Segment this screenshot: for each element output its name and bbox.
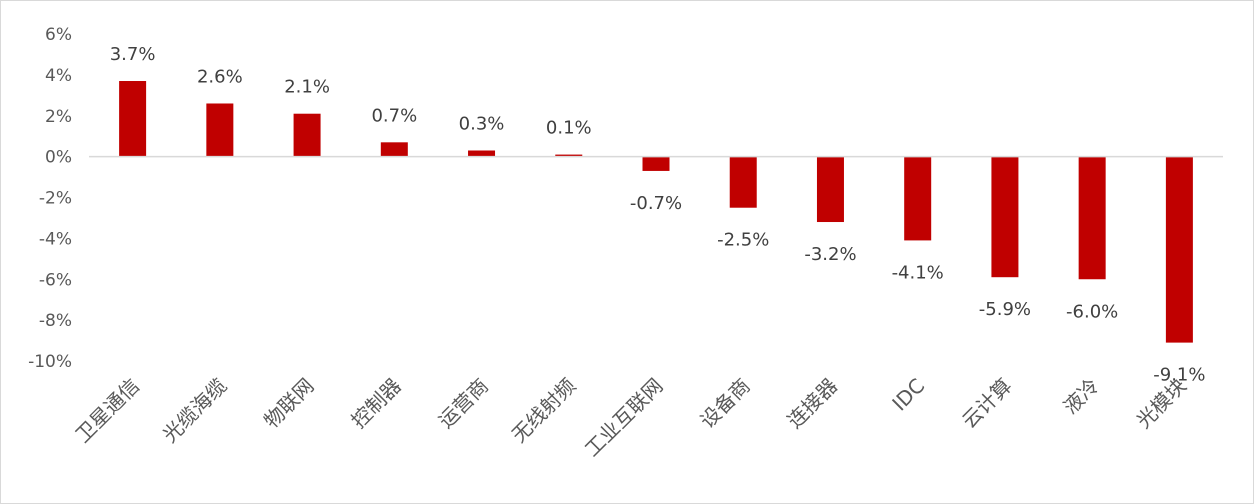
x-tick-label: 运营商 — [434, 374, 493, 433]
x-tick-label: 液冷 — [1058, 374, 1103, 419]
data-label: -6.0% — [1066, 301, 1118, 322]
y-tick-label: 0% — [45, 148, 72, 168]
y-tick-label: 6% — [45, 25, 72, 45]
data-label: 2.6% — [197, 66, 243, 87]
bar-4 — [380, 142, 408, 157]
y-tick-label: -4% — [39, 229, 72, 249]
y-tick-label: -8% — [39, 311, 72, 331]
bar-12 — [1078, 156, 1106, 280]
data-label: -0.7% — [630, 193, 682, 214]
x-axis-tick-labels: 卫星通信 光缆海缆 物联网 控制器 运营商 无线射频 工业互联网 设备商 连接器 IDC 云计算 液冷… — [71, 374, 1191, 462]
y-tick-label: -6% — [39, 270, 72, 290]
bar-10 — [904, 156, 932, 241]
data-label: 3.7% — [110, 44, 156, 65]
data-label: -9.1% — [1153, 365, 1205, 386]
x-tick-label: 无线射频 — [507, 374, 581, 448]
y-axis-tick-labels: 6% 4% 2% 0% -2% -4% -6% -8% -10% — [28, 25, 72, 372]
bar-13 — [1165, 156, 1193, 343]
x-tick-label: 设备商 — [695, 374, 754, 433]
bars — [119, 81, 1193, 343]
data-label: -5.9% — [979, 299, 1031, 320]
x-tick-label: 控制器 — [346, 374, 405, 433]
data-label: 2.1% — [284, 77, 330, 98]
x-tick-label: 光缆海缆 — [158, 374, 232, 448]
x-tick-label: 物联网 — [259, 374, 318, 433]
bar-11 — [991, 156, 1019, 278]
x-tick-label: 连接器 — [783, 374, 842, 433]
data-label: -2.5% — [717, 230, 769, 251]
y-tick-label: -2% — [39, 189, 72, 209]
y-tick-label: 4% — [45, 66, 72, 86]
bar-8 — [729, 156, 757, 208]
bar-3 — [293, 113, 321, 157]
bar-9 — [816, 156, 844, 223]
data-label: 0.7% — [371, 105, 417, 126]
x-tick-label: IDC — [887, 374, 929, 416]
data-label: -3.2% — [804, 244, 856, 265]
data-label: 0.3% — [459, 113, 505, 134]
bar-1 — [119, 81, 147, 157]
x-tick-label: 工业互联网 — [580, 374, 668, 462]
x-tick-label: 卫星通信 — [71, 374, 145, 448]
bar-7 — [642, 156, 670, 171]
bar-5 — [468, 150, 496, 157]
data-label: -4.1% — [892, 262, 944, 283]
y-tick-label: 2% — [45, 107, 72, 127]
data-labels: 3.7% 2.6% 2.1% 0.7% 0.3% 0.1% -0.7% -2.5% -3.2% -… — [110, 44, 1206, 386]
y-tick-label: -10% — [28, 352, 72, 372]
bar-2 — [206, 103, 234, 157]
x-tick-label: 云计算 — [957, 374, 1016, 433]
data-label: 0.1% — [546, 118, 592, 139]
bar-6 — [555, 154, 583, 157]
